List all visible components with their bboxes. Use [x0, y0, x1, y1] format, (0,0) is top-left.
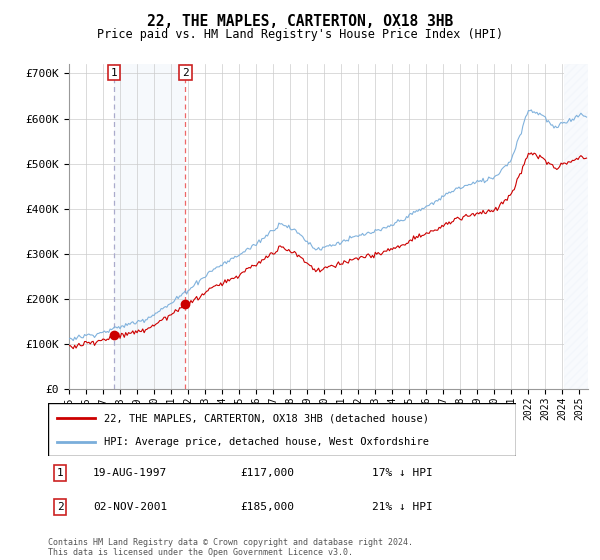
Text: Price paid vs. HM Land Registry's House Price Index (HPI): Price paid vs. HM Land Registry's House …: [97, 28, 503, 41]
Text: 21% ↓ HPI: 21% ↓ HPI: [372, 502, 433, 512]
Text: £185,000: £185,000: [240, 502, 294, 512]
Bar: [564, 64, 588, 389]
Text: HPI: Average price, detached house, West Oxfordshire: HPI: Average price, detached house, West…: [104, 436, 429, 446]
Bar: [114, 64, 185, 389]
FancyBboxPatch shape: [48, 403, 516, 456]
Text: Contains HM Land Registry data © Crown copyright and database right 2024.
This d: Contains HM Land Registry data © Crown c…: [48, 538, 413, 557]
Bar: [564, 64, 588, 389]
Text: 02-NOV-2001: 02-NOV-2001: [93, 502, 167, 512]
Text: 22, THE MAPLES, CARTERTON, OX18 3HB (detached house): 22, THE MAPLES, CARTERTON, OX18 3HB (det…: [104, 413, 429, 423]
Text: 2: 2: [56, 502, 64, 512]
Text: 1: 1: [110, 68, 117, 77]
Text: 17% ↓ HPI: 17% ↓ HPI: [372, 468, 433, 478]
Text: 19-AUG-1997: 19-AUG-1997: [93, 468, 167, 478]
Text: 1: 1: [56, 468, 64, 478]
Text: £117,000: £117,000: [240, 468, 294, 478]
Text: 22, THE MAPLES, CARTERTON, OX18 3HB: 22, THE MAPLES, CARTERTON, OX18 3HB: [147, 14, 453, 29]
Text: 2: 2: [182, 68, 189, 77]
